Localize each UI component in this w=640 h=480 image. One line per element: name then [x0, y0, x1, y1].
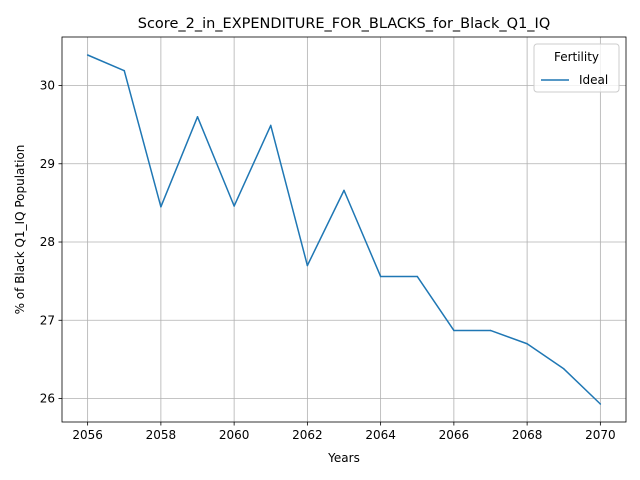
legend-label-ideal: Ideal	[579, 73, 608, 87]
data-point-2069	[562, 368, 565, 370]
legend: Fertility Ideal	[533, 43, 620, 93]
x-tick-label-2058: 2058	[146, 428, 177, 442]
legend-title: Fertility	[554, 50, 599, 64]
x-axis-label: Years	[327, 451, 360, 465]
data-point-2061	[270, 124, 272, 127]
x-tick-label-2062: 2062	[292, 428, 323, 442]
data-point-2066	[453, 329, 455, 332]
x-tick-label-2064: 2064	[365, 428, 396, 442]
x-tick-label-2066: 2066	[439, 428, 470, 442]
data-point-2063	[343, 189, 345, 192]
data-point-2064	[379, 275, 382, 278]
y-tick-label-29: 29	[40, 157, 55, 171]
x-axis-ticks: 2056 2058 2060 2062 2064 2066 2068 2070	[72, 422, 616, 442]
data-point-2068	[526, 342, 528, 345]
data-point-2057	[123, 69, 126, 72]
x-tick-label-2068: 2068	[512, 428, 543, 442]
data-point-2062	[306, 264, 309, 267]
data-point-2065	[416, 275, 418, 278]
y-tick-label-27: 27	[40, 313, 55, 327]
plot-frame	[61, 36, 627, 423]
chart-title: Score_2_in_EXPENDITURE_FOR_BLACKS_for_Bl…	[138, 16, 551, 32]
series-layer	[86, 54, 602, 405]
y-tick-label-26: 26	[40, 392, 55, 406]
y-tick-label-28: 28	[40, 235, 55, 249]
x-tick-label-2056: 2056	[72, 428, 103, 442]
y-axis-ticks: 26 27 28 29 30	[40, 79, 62, 406]
data-point-2067	[489, 329, 492, 332]
y-tick-label-30: 30	[40, 79, 55, 93]
y-axis-label: % of Black Q1_IQ Population	[13, 145, 27, 315]
data-point-2058	[160, 206, 162, 208]
grid-lines	[62, 37, 626, 422]
x-tick-label-2060: 2060	[219, 428, 250, 442]
data-point-2059	[196, 116, 199, 118]
data-point-2070	[599, 403, 602, 405]
data-point-2056	[86, 54, 89, 56]
x-tick-label-2070: 2070	[585, 428, 616, 442]
data-point-2060	[233, 205, 235, 207]
